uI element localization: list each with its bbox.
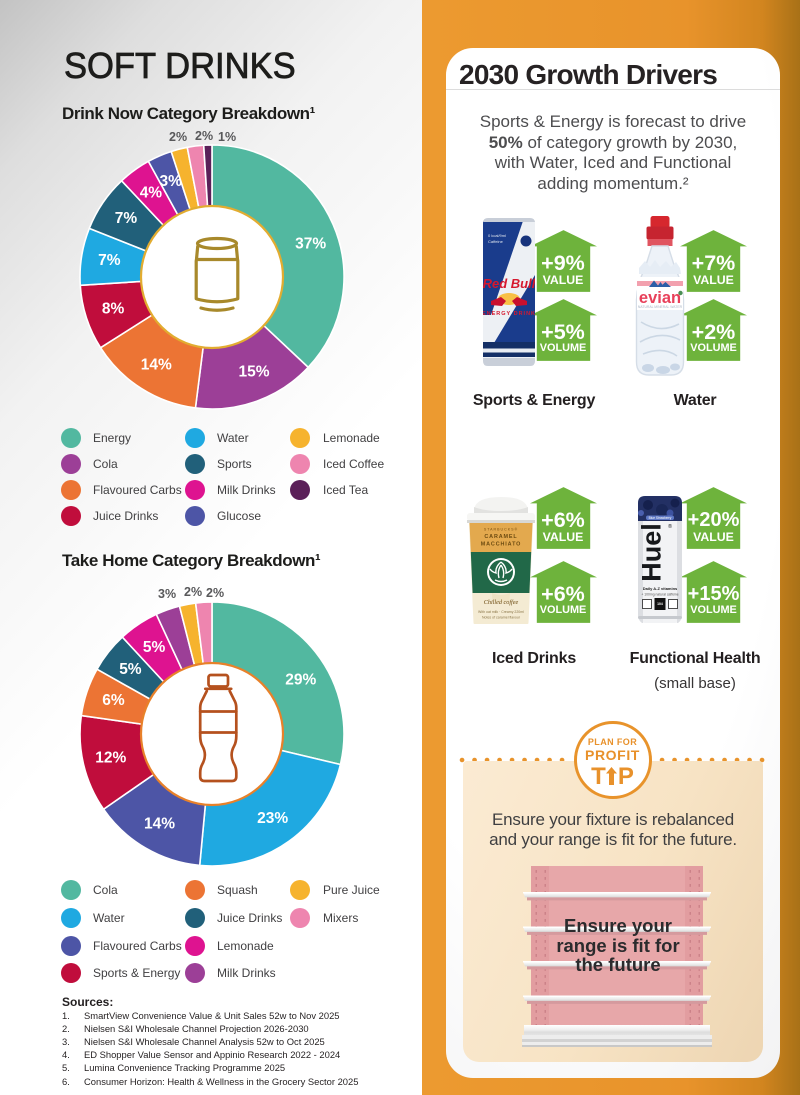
svg-text:14%: 14% [141, 356, 172, 373]
svg-text:evian: evian [639, 289, 681, 307]
svg-text:NATURAL MINERAL WATER: NATURAL MINERAL WATER [638, 305, 683, 309]
svg-text:4%: 4% [140, 184, 163, 201]
svg-text:14%: 14% [144, 815, 175, 832]
svg-text:With oat milk · Creamy 220ml: With oat milk · Creamy 220ml [478, 610, 524, 614]
svg-text:15%: 15% [238, 364, 269, 381]
svg-text:ENERGY DRINK: ENERGY DRINK [482, 311, 536, 317]
svg-text:5%: 5% [143, 639, 166, 656]
svg-text:Chilled coffee: Chilled coffee [484, 599, 519, 606]
svg-text:104: 104 [657, 602, 663, 606]
svg-text:3%: 3% [159, 173, 182, 190]
svg-text:6%: 6% [102, 692, 125, 709]
svg-text:CARAMEL: CARAMEL [484, 534, 517, 540]
svg-text:Caffeine: Caffeine [488, 239, 504, 244]
svg-text:12%: 12% [95, 750, 126, 767]
svg-text:Red Bull: Red Bull [483, 276, 536, 291]
svg-text:7%: 7% [98, 252, 121, 269]
svg-text:5%: 5% [119, 661, 142, 678]
svg-text:®: ® [668, 523, 672, 530]
svg-text:Daily A-Z vitamins: Daily A-Z vitamins [643, 586, 678, 591]
svg-text:29%: 29% [285, 671, 316, 688]
svg-text:37%: 37% [295, 236, 326, 253]
svg-text:Blue Strawberry: Blue Strawberry [649, 516, 672, 520]
svg-text:+ 100mg natural caffeine: + 100mg natural caffeine [641, 593, 678, 597]
svg-text:Notes of caramel flavour: Notes of caramel flavour [482, 616, 521, 620]
svg-text:8%: 8% [102, 301, 125, 318]
svg-text:0 kcal/9ml: 0 kcal/9ml [488, 233, 506, 238]
svg-text:STARBUCKS®: STARBUCKS® [484, 528, 518, 532]
svg-text:23%: 23% [257, 810, 288, 827]
svg-text:MACCHIATO: MACCHIATO [481, 542, 522, 548]
svg-text:7%: 7% [115, 210, 138, 227]
svg-text:Huel: Huel [637, 523, 667, 582]
